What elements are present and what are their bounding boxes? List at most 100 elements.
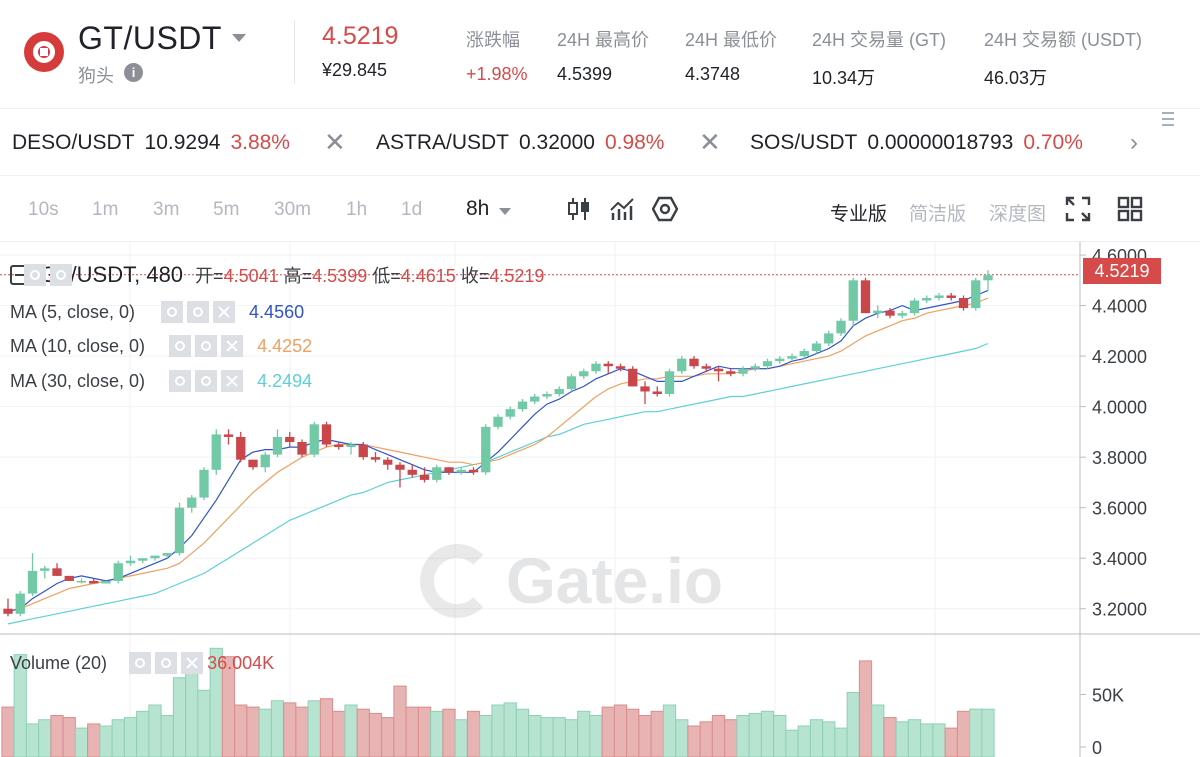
ma5-label: MA (5, close, 0)	[10, 301, 136, 322]
volume-bar	[626, 708, 640, 757]
settings-icon[interactable]	[652, 196, 678, 222]
candle-body	[101, 580, 111, 584]
ticker-change: 0.70%	[1023, 131, 1083, 154]
price-axis-label: 4.2000	[1092, 347, 1147, 367]
info-icon[interactable]: i	[124, 63, 143, 82]
ma30-line	[7, 342, 989, 625]
volume-bar	[540, 717, 554, 757]
interval-5m[interactable]: 5m	[213, 199, 240, 220]
market-header: GT/USDT 狗头 i 4.5219 ¥29.845 涨跌幅 +1.98% 2…	[0, 0, 1200, 100]
eye-icon[interactable]	[169, 370, 192, 392]
volume-bar	[736, 715, 750, 757]
candle-body	[248, 459, 258, 468]
gear-icon[interactable]	[195, 370, 218, 392]
eye-icon[interactable]	[129, 652, 152, 674]
chevron-right-icon[interactable]: ›	[1130, 129, 1138, 156]
pair-title[interactable]: GT/USDT	[78, 20, 222, 56]
volume-bar	[932, 723, 946, 757]
gear-icon[interactable]	[50, 264, 72, 286]
view-depth[interactable]: 深度图	[989, 204, 1047, 225]
view-simple[interactable]: 简洁版	[909, 204, 967, 225]
last-price-cny: ¥29.845	[322, 60, 388, 80]
interval-30m[interactable]: 30m	[274, 199, 311, 220]
indicator-icon[interactable]	[609, 196, 635, 222]
candle-body	[89, 580, 99, 584]
eye-icon[interactable]	[161, 301, 184, 323]
stat-value: 4.3748	[685, 64, 741, 84]
menu-icon[interactable]	[1162, 112, 1174, 130]
close-icon[interactable]	[221, 335, 244, 357]
candle-body	[971, 280, 981, 309]
volume-bar	[430, 710, 444, 757]
candle-body	[297, 442, 307, 455]
ticker-price: 10.9294	[144, 131, 221, 154]
interval-8h-active[interactable]: 8h	[466, 197, 490, 220]
ticker-symbol: SOS/USDT	[750, 131, 858, 154]
candle-body	[395, 464, 405, 470]
ma5-legend: MA (5, close, 0) 4.4560	[10, 301, 304, 323]
candle-body	[27, 570, 38, 594]
candle-body	[150, 555, 160, 559]
volume-bar	[834, 727, 848, 757]
ticker-item[interactable]: SOS/USDT 0.00000018793 0.70%	[750, 131, 1083, 155]
close-icon[interactable]: ✕	[324, 127, 346, 157]
volume-bar	[748, 712, 762, 757]
interval-3m[interactable]: 3m	[153, 199, 180, 220]
volume-bar	[234, 704, 248, 757]
ma10-line	[7, 297, 989, 612]
close-icon[interactable]: ✕	[699, 127, 721, 157]
candle-body	[897, 313, 907, 316]
candle-body	[211, 434, 221, 470]
volume-bar	[466, 710, 481, 757]
interval-dropdown-caret-icon[interactable]	[499, 208, 511, 215]
candle-body	[285, 436, 295, 442]
stat-change: 涨跌幅 +1.98%	[466, 26, 528, 85]
close-icon[interactable]	[213, 301, 236, 323]
candle-body	[677, 358, 687, 372]
pair-dropdown-caret-icon[interactable]	[232, 34, 246, 42]
interval-1d[interactable]: 1d	[401, 199, 423, 220]
candlestick-icon[interactable]	[566, 196, 592, 222]
close-icon[interactable]	[181, 652, 204, 674]
candle-body	[542, 394, 552, 397]
volume-bar	[785, 729, 799, 757]
volume-bar	[809, 719, 824, 757]
view-pro[interactable]: 专业版	[830, 204, 888, 225]
header-divider	[294, 20, 295, 84]
volume-bar	[442, 708, 456, 757]
interval-10s[interactable]: 10s	[28, 199, 59, 220]
eye-icon[interactable]	[169, 335, 192, 357]
gear-icon[interactable]	[155, 652, 178, 674]
kline-chart[interactable]: 4.6000 4.4000 4.2000 4.0000 3.8000 3.6000 3.40…	[0, 242, 1200, 757]
ticker-item[interactable]: DESO/USDT 10.9294 3.88%	[12, 131, 290, 155]
candle-body	[885, 310, 895, 316]
volume-bar	[589, 715, 603, 757]
gear-icon[interactable]	[187, 301, 210, 323]
volume-bar	[148, 704, 162, 757]
ticker-item[interactable]: ASTRA/USDT 0.32000 0.98%	[376, 131, 664, 155]
close-icon[interactable]	[221, 370, 244, 392]
price-axis-label: 3.8000	[1092, 448, 1147, 468]
candle-body	[493, 416, 503, 427]
volume-bar	[846, 691, 860, 757]
candle-body	[113, 563, 123, 581]
candle-body	[40, 568, 50, 571]
eye-icon[interactable]	[24, 264, 46, 286]
volume-bar	[50, 715, 64, 757]
ma10-value: 4.4252	[257, 335, 313, 356]
candle-body	[174, 507, 185, 554]
candle-body	[419, 474, 430, 480]
interval-1m[interactable]: 1m	[92, 199, 119, 220]
candle-body	[456, 469, 466, 473]
fullscreen-icon[interactable]	[1065, 196, 1091, 222]
volume-bar	[883, 717, 897, 757]
interval-1h[interactable]: 1h	[346, 199, 368, 220]
ohlc-values: 开=4.5041 高=4.5399 低=4.4615 收=4.5219	[195, 266, 545, 286]
volume-bar	[172, 677, 187, 757]
kline-chart-svg[interactable]: 4.60004.40004.20004.00003.80003.60003.40…	[0, 242, 1200, 757]
gear-icon[interactable]	[195, 335, 218, 357]
volume-bar	[613, 704, 628, 757]
candle-body	[138, 558, 148, 561]
grid-layout-icon[interactable]	[1117, 196, 1143, 222]
stat-24h-low: 24H 最低价 4.3748	[685, 26, 777, 85]
